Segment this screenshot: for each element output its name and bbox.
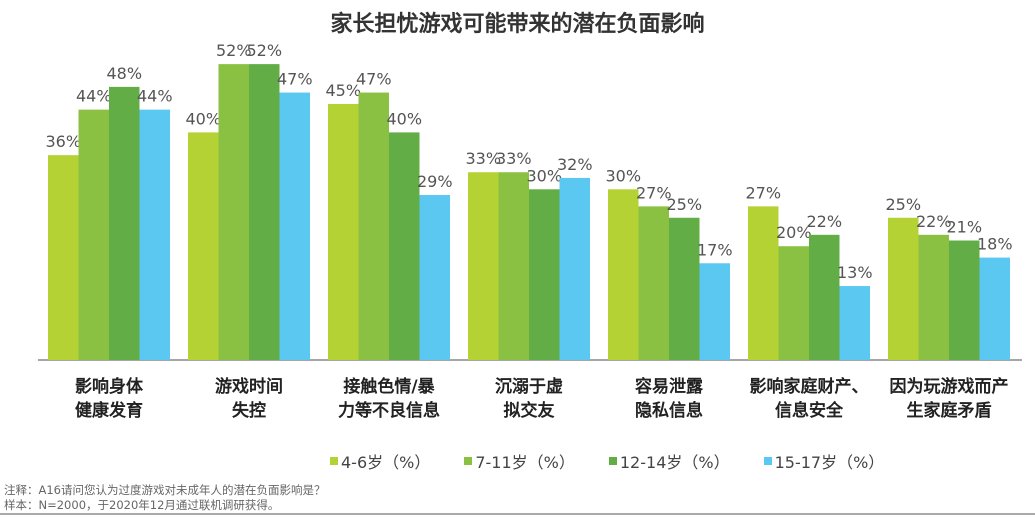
category-label: 信息安全 (775, 400, 844, 421)
divider (0, 513, 1035, 515)
legend-label: 4-6岁（%） (341, 453, 431, 472)
bar (748, 206, 779, 360)
data-label: 44% (76, 87, 112, 106)
category-label: 拟交友 (504, 400, 555, 421)
data-label: 22% (806, 212, 842, 231)
legend-swatch (608, 457, 617, 465)
data-label: 27% (745, 183, 781, 202)
bar (949, 240, 980, 360)
legend-label: 15-17岁（%） (774, 453, 885, 472)
bar (279, 92, 310, 360)
category-label: 失控 (232, 400, 266, 421)
category-label: 影响家庭财产、 (750, 376, 869, 397)
chart-title: 家长担忧游戏可能带来的潜在负面影响 (330, 12, 705, 37)
bar (918, 234, 949, 360)
data-label: 40% (386, 109, 422, 128)
category-label: 游戏时间 (215, 376, 283, 397)
data-label: 13% (837, 263, 873, 282)
legend-swatch (763, 457, 772, 465)
data-label: 40% (185, 109, 221, 128)
bar (389, 132, 420, 360)
legend-item: 4-6岁（%） (330, 449, 430, 473)
legend-item: 12-14岁（%） (608, 449, 730, 473)
data-label: 47% (277, 70, 313, 89)
data-label: 45% (325, 81, 361, 100)
data-label: 17% (697, 240, 733, 259)
category-label: 沉溺于虚 (495, 376, 563, 397)
bar (358, 92, 389, 360)
legend: 4-6岁（%） 7-11岁（%） 12-14岁（%） 15-17岁（%） (330, 449, 884, 473)
bar (669, 217, 700, 360)
legend-swatch (330, 457, 338, 465)
data-label: 27% (636, 183, 672, 202)
category-label: 因为玩游戏而产 (890, 376, 1009, 397)
legend-swatch (464, 457, 473, 465)
bar (109, 86, 140, 360)
data-label: 36% (45, 132, 81, 151)
data-label: 48% (106, 64, 142, 83)
data-label: 20% (776, 223, 812, 242)
bar (559, 177, 590, 360)
legend-label: 7-11岁（%） (475, 453, 575, 472)
bar (188, 132, 219, 360)
bar (888, 217, 919, 360)
legend-item: 15-17岁（%） (763, 449, 885, 473)
bar (48, 155, 79, 360)
category-label: 生家庭矛盾 (907, 400, 992, 421)
category-label: 影响身体 (75, 376, 144, 397)
data-label: 21% (946, 218, 982, 237)
category-label: 力等不良信息 (338, 400, 440, 421)
data-label: 44% (137, 87, 173, 106)
data-label: 52% (216, 41, 252, 60)
data-label: 25% (666, 195, 702, 214)
bar (328, 103, 359, 360)
category-label: 容易泄露 (635, 376, 704, 397)
data-label: 33% (465, 149, 501, 168)
data-label: 33% (496, 149, 532, 168)
legend-item: 7-11岁（%） (464, 449, 575, 473)
footnotes: 注释：A16请问您认为过度游戏对未成年人的潜在负面影响是？ 样本：N=2000，… (4, 483, 326, 513)
category-label: 健康发育 (75, 400, 143, 421)
bar (139, 109, 170, 360)
bar (608, 189, 639, 360)
bar (778, 246, 809, 360)
bar (979, 257, 1010, 360)
bar (699, 263, 730, 360)
data-label: 32% (557, 155, 593, 174)
data-label: 52% (246, 41, 282, 60)
bar (498, 172, 529, 360)
data-label: 18% (977, 235, 1013, 254)
data-label: 47% (356, 70, 392, 89)
data-label: 30% (526, 166, 562, 185)
bar (218, 64, 249, 361)
bar (638, 206, 669, 360)
bar (249, 64, 280, 361)
category-label: 隐私信息 (635, 400, 703, 421)
bar (419, 194, 450, 360)
note-sample: 样本：N=2000，于2020年12月通过联机调研获得。 (4, 498, 280, 512)
data-label: 29% (417, 172, 453, 191)
data-label: 25% (885, 195, 921, 214)
category-label: 接触色情/暴 (343, 376, 435, 397)
bar (78, 109, 109, 360)
data-label: 30% (605, 166, 641, 185)
bar (809, 234, 840, 360)
bar (468, 172, 499, 360)
bar (529, 189, 560, 360)
bar (839, 286, 870, 360)
note-question: 注释：A16请问您认为过度游戏对未成年人的潜在负面影响是？ (4, 483, 326, 497)
legend-label: 12-14岁（%） (619, 453, 730, 472)
data-label: 22% (916, 212, 952, 231)
